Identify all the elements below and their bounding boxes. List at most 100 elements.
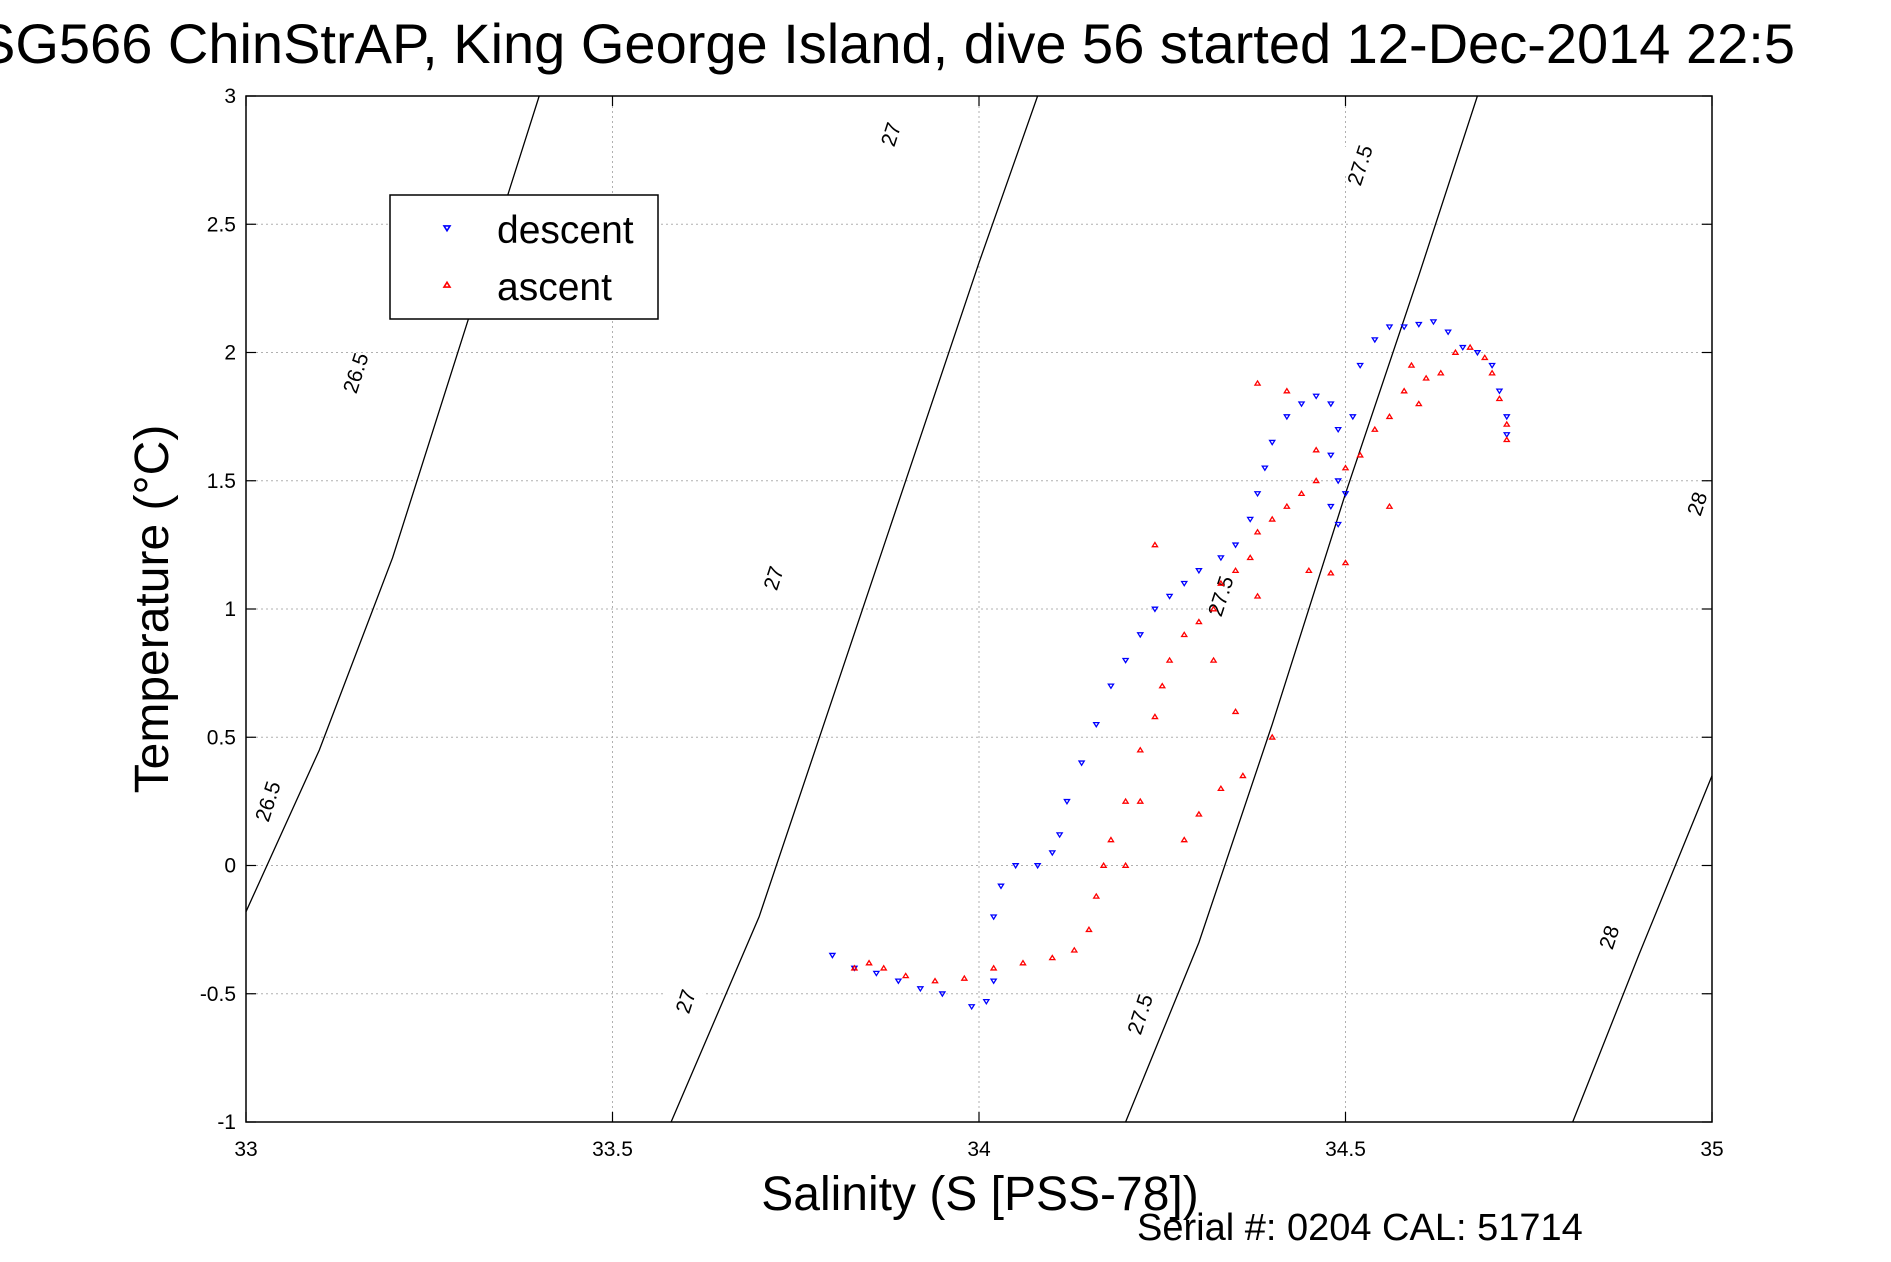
descent-point	[1502, 414, 1511, 421]
ascent-point	[1480, 354, 1489, 361]
y-tick-label: 1	[224, 598, 236, 621]
ascent-point	[1502, 420, 1511, 427]
descent-point	[1297, 401, 1306, 408]
ascent-point	[1451, 348, 1460, 355]
ascent-point	[1092, 892, 1101, 899]
ascent-point	[931, 977, 939, 984]
ascent-point	[1502, 436, 1511, 443]
x-tick-label: 33	[234, 1138, 257, 1161]
descent-point	[1349, 414, 1357, 421]
ascent-point	[1297, 490, 1306, 497]
descent-point	[1444, 329, 1452, 336]
descent-point	[1488, 362, 1496, 369]
contour-label-bg	[1672, 484, 1723, 523]
descent-point	[828, 952, 837, 959]
descent-point	[1195, 568, 1203, 575]
x-axis-label: Salinity (S [PSS-78])	[761, 1168, 1198, 1221]
ascent-point	[1048, 954, 1057, 961]
chart-title: SG566 ChinStrAP, King George Island, div…	[0, 12, 1795, 75]
descent-point	[1121, 657, 1130, 664]
contour-label-bg	[748, 559, 799, 598]
ascent-point	[1070, 946, 1079, 953]
ascent-point	[1121, 861, 1130, 868]
contour-label-bg	[1195, 577, 1246, 616]
ascent-point	[1253, 592, 1262, 599]
ascent-point	[1165, 656, 1174, 663]
ascent-point	[1136, 797, 1145, 804]
descent-point	[989, 914, 998, 921]
ascent-point	[1085, 926, 1093, 933]
contour-label-bg	[866, 115, 916, 154]
descent-point	[1033, 863, 1042, 870]
ascent-point	[960, 974, 969, 981]
ascent-point	[1246, 554, 1254, 561]
y-tick-label: 2	[224, 342, 236, 365]
x-axis-ticks: 33 33.5 34 34.5 35	[234, 96, 1724, 1161]
contour-label-bg	[1115, 995, 1166, 1034]
legend-label-ascent: ascent	[497, 266, 612, 309]
ascent-point	[1466, 343, 1474, 350]
descent-point	[1180, 580, 1189, 587]
ascent-point	[1400, 387, 1408, 394]
descent-point	[1261, 465, 1269, 472]
ascent-point	[1151, 713, 1159, 720]
descent-point	[1400, 324, 1408, 331]
descent-point	[1502, 432, 1511, 439]
density-contour-line	[670, 95, 1039, 1123]
x-tick-label: 34.5	[1325, 1138, 1366, 1161]
descent-point	[1473, 350, 1482, 357]
descent-point	[1334, 426, 1342, 434]
ascent-point	[1209, 605, 1218, 612]
descent-point	[1356, 362, 1364, 369]
ascent-point	[1312, 477, 1320, 484]
descent-point	[1063, 798, 1071, 805]
ascent-point	[1407, 361, 1416, 368]
descent-point	[1495, 388, 1504, 395]
ascent-point	[1180, 836, 1189, 843]
y-tick-label: -0.5	[200, 983, 236, 1006]
ascent-point	[1121, 797, 1130, 804]
ascent-point	[1312, 446, 1320, 453]
ascent-point	[1305, 566, 1313, 573]
descent-point	[1334, 521, 1342, 528]
descent-point	[989, 978, 998, 985]
descent-point	[1092, 721, 1101, 728]
ascent-point	[1209, 656, 1218, 663]
ascent-point	[1495, 395, 1504, 402]
ascent-point	[1385, 502, 1394, 509]
ascent-point	[1136, 746, 1145, 753]
descent-point	[967, 1004, 976, 1011]
descent-point	[916, 986, 925, 993]
ascent-point	[1341, 464, 1350, 471]
descent-point	[1107, 683, 1115, 690]
descent-point	[1385, 324, 1394, 331]
ascent-point	[1422, 374, 1430, 381]
legend: descent ascent	[389, 194, 659, 320]
ascent-point	[879, 964, 888, 971]
ascent-point	[1239, 772, 1247, 779]
y-tick-label: 0.5	[207, 726, 236, 749]
descent-point	[997, 883, 1005, 890]
descent-point	[1253, 491, 1262, 498]
contour-label-bg	[331, 353, 381, 393]
descent-point	[1217, 555, 1225, 562]
descent-point	[1334, 478, 1342, 485]
y-tick-label: 2.5	[207, 213, 236, 236]
legend-marker-descent	[442, 225, 452, 233]
ascent-point	[850, 964, 859, 971]
ascent-point	[1231, 566, 1240, 573]
ascent-series	[850, 343, 1511, 984]
ascent-point	[1195, 810, 1203, 817]
ascent-point	[1019, 959, 1027, 966]
ascent-point	[1217, 784, 1225, 792]
descent-point	[1415, 321, 1423, 328]
descent-point	[1429, 319, 1438, 326]
y-tick-label: -1	[217, 1111, 236, 1134]
y-axis-label: Temperature (°C)	[126, 425, 179, 794]
descent-point	[1246, 516, 1254, 523]
legend-box	[389, 194, 659, 320]
descent-point	[894, 978, 903, 985]
ascent-point	[1437, 369, 1445, 376]
ascent-point	[1341, 559, 1350, 566]
